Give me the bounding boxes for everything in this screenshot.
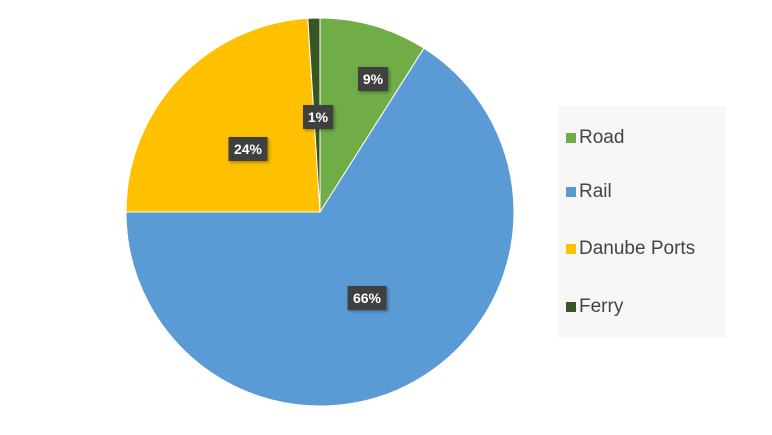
- data-label-rail: 66%: [347, 286, 387, 310]
- data-label-road: 9%: [358, 67, 388, 91]
- legend-swatch-rail: [566, 187, 576, 197]
- legend-label-rail: Rail: [579, 181, 612, 202]
- pie-slice-road: [319, 17, 425, 214]
- data-label-text: 24%: [234, 141, 263, 157]
- pie-slices: [125, 17, 515, 407]
- data-label-box: [347, 286, 387, 310]
- legend-item-road: Road: [566, 126, 624, 150]
- legend-swatch-road: [566, 133, 576, 143]
- legend-label-ferry: Ferry: [579, 296, 624, 317]
- legend-item-danube-ports: Danube Ports: [566, 237, 695, 261]
- data-label-danube-ports: 24%: [228, 137, 268, 161]
- legend-item-rail: Rail: [566, 180, 612, 204]
- data-label-text: 66%: [353, 290, 382, 306]
- pie-slice-danube-ports: [125, 17, 321, 213]
- data-label-text: 1%: [308, 109, 329, 125]
- data-label-box: [228, 137, 268, 161]
- data-labels: 9% 66% 24% 1%: [228, 67, 388, 310]
- data-label-box: [358, 67, 388, 91]
- pie-slice-rail: [125, 47, 515, 407]
- legend-swatch-danube-ports: [566, 244, 576, 254]
- legend-swatch-ferry: [566, 302, 576, 312]
- legend-item-ferry: Ferry: [566, 295, 623, 319]
- data-label-box: [303, 105, 333, 129]
- chart-legend: Road Rail Danube Ports Ferry: [558, 106, 726, 338]
- legend-label-danube-ports: Danube Ports: [579, 238, 696, 259]
- data-label-ferry: 1%: [303, 105, 333, 129]
- data-label-text: 9%: [363, 71, 384, 87]
- legend-label-road: Road: [579, 127, 625, 148]
